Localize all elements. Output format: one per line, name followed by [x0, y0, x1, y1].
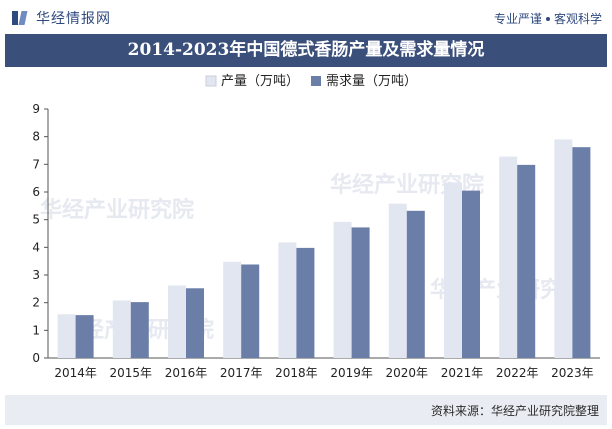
- y-tick-label: 3: [32, 268, 40, 282]
- x-tick-label: 2021年: [441, 366, 484, 380]
- legend-label-0: 产量（万吨）: [221, 74, 299, 89]
- x-tick-label: 2019年: [330, 366, 373, 380]
- logo: 华经情报网: [12, 8, 111, 28]
- watermark-text: 华经产业研究院: [40, 197, 194, 223]
- bar-demand: [572, 147, 591, 358]
- y-tick-label: 1: [32, 323, 40, 337]
- bar-production: [168, 285, 186, 358]
- x-tick-label: 2023年: [551, 366, 594, 380]
- bars: [57, 139, 591, 358]
- logo-icon: [12, 10, 30, 26]
- x-tick-label: 2016年: [165, 366, 208, 380]
- bar-demand: [186, 288, 204, 358]
- top-bar: 华经情报网 专业严谨 客观科学: [0, 0, 612, 34]
- chart-title: 2014-2023年中国德式香肠产量及需求量情况: [5, 34, 607, 67]
- x-tick-label: 2020年: [386, 366, 429, 380]
- bar-demand: [406, 210, 425, 358]
- legend-label-1: 需求量（万吨）: [326, 74, 417, 89]
- x-tick-label: 2018年: [275, 366, 318, 380]
- slogan-left: 专业严谨: [493, 12, 542, 26]
- bar-demand: [517, 164, 536, 358]
- bar-production: [388, 203, 407, 358]
- bar-production: [444, 182, 462, 358]
- bar-demand: [241, 264, 260, 358]
- logo-text: 华经情报网: [36, 11, 111, 27]
- bar-demand: [296, 247, 315, 358]
- bar-demand: [130, 302, 149, 358]
- y-tick-label: 2: [32, 296, 40, 310]
- y-tick-label: 6: [32, 185, 40, 199]
- footer: 资料来源：华经产业研究院整理: [5, 395, 607, 425]
- bar-demand: [351, 227, 370, 358]
- source-note: 资料来源：华经产业研究院整理: [430, 404, 599, 418]
- x-tick-label: 2015年: [110, 366, 153, 380]
- bar-production: [333, 221, 352, 358]
- bar-production: [112, 300, 131, 358]
- bar-production: [57, 314, 76, 358]
- bar-production: [499, 156, 518, 358]
- legend: 产量（万吨） 需求量（万吨）: [205, 74, 417, 89]
- bar-chart: 华经产业研究院华经产业研究院华经产业研究院华经产业研究院 产量（万吨）需求量（万…: [32, 74, 600, 380]
- y-tick-label: 4: [32, 240, 40, 254]
- legend-swatch-0: [205, 75, 217, 87]
- y-tick-label: 8: [32, 130, 40, 144]
- bullet-dot-icon: [545, 16, 550, 21]
- slogan: 专业严谨 客观科学: [494, 10, 602, 27]
- bar-production: [278, 242, 297, 358]
- y-tick-label: 0: [32, 351, 40, 365]
- bar-production: [554, 139, 573, 358]
- legend-swatch-1: [311, 76, 321, 86]
- x-tick-label: 2017年: [220, 366, 263, 380]
- bar-demand: [462, 190, 480, 358]
- x-tick-label: 2022年: [496, 366, 539, 380]
- y-tick-label: 9: [32, 102, 40, 116]
- x-tick-label: 2014年: [54, 366, 97, 380]
- bar-production: [223, 261, 242, 358]
- slogan-right: 客观科学: [553, 12, 602, 26]
- y-tick-label: 7: [32, 157, 40, 171]
- bar-demand: [75, 315, 94, 358]
- y-tick-label: 5: [32, 213, 40, 227]
- x-axis-labels: 2014年 2015年 2016年 2017年 2018年 2019年 2020年 2021年…: [54, 366, 593, 380]
